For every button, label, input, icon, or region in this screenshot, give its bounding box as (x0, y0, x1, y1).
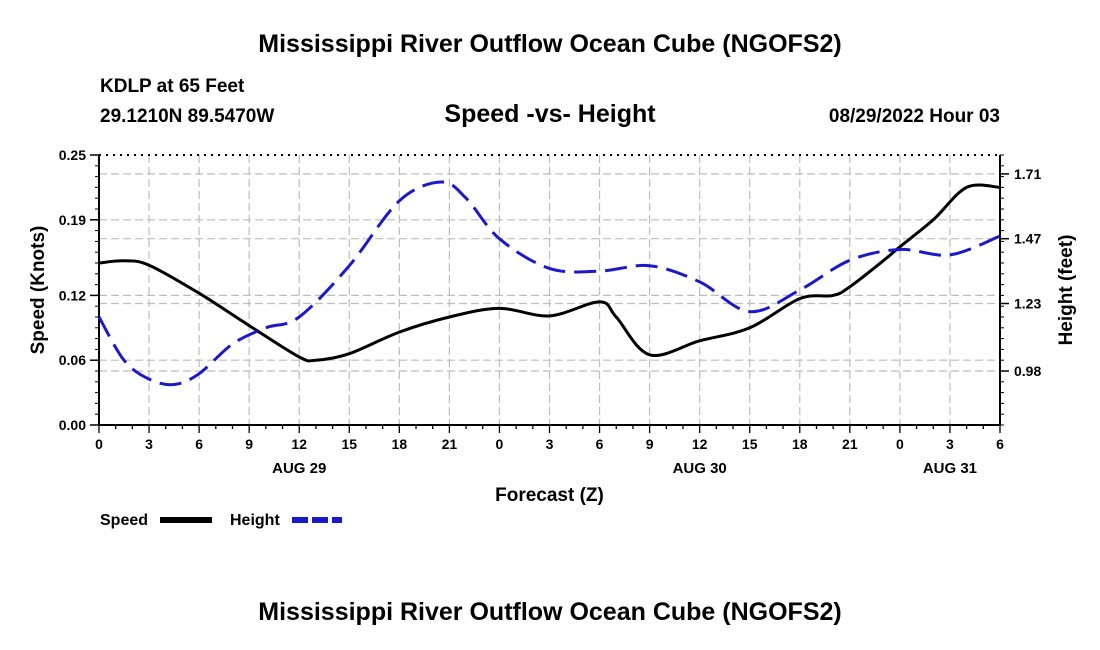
series-line-height (97, 180, 1001, 387)
x-tick-label: 18 (792, 436, 808, 452)
y-tick-label: 0.00 (59, 417, 86, 433)
x-tick-label: 3 (145, 436, 153, 452)
x-tick-label: 0 (496, 436, 504, 452)
x-tick-label: 9 (245, 436, 253, 452)
forecast-datetime: 08/29/2022 Hour 03 (828, 106, 1000, 127)
x-tick-label: 6 (195, 436, 203, 452)
y2-tick-label: 0.98 (1014, 363, 1041, 379)
x-tick-label: 18 (392, 436, 408, 452)
x-tick-label: 3 (546, 436, 554, 452)
footer-title: Mississippi River Outflow Ocean Cube (NG… (258, 598, 842, 626)
station-label: KDLP at 65 Feet (100, 76, 245, 97)
chart-title: Mississippi River Outflow Ocean Cube (NG… (258, 30, 842, 58)
x-tick-label: 0 (95, 436, 103, 452)
x-tick-label: 21 (842, 436, 858, 452)
x-axis-title: Forecast (Z) (495, 485, 604, 506)
x-tick-label: 0 (896, 436, 904, 452)
x-tick-label: 6 (996, 436, 1004, 452)
x-tick-label: 12 (291, 436, 307, 452)
y2-tick-label: 1.23 (1014, 296, 1041, 312)
series-line-speed (98, 183, 1001, 363)
x-tick-label: 3 (946, 436, 954, 452)
x-tick-label: 9 (646, 436, 654, 452)
y-tick-label: 0.06 (59, 352, 86, 368)
x-date-label: AUG 31 (923, 460, 977, 477)
x-date-label: AUG 30 (673, 460, 727, 477)
legend-label-speed: Speed (100, 512, 148, 529)
y-axis-title: Speed (Knots) (28, 226, 49, 355)
legend-label-height: Height (230, 512, 280, 529)
x-date-label: AUG 29 (272, 460, 326, 477)
x-tick-label: 15 (742, 436, 758, 452)
y-tick-label: 0.19 (59, 212, 86, 228)
y2-tick-label: 1.71 (1014, 166, 1041, 182)
x-tick-label: 6 (596, 436, 604, 452)
y-tick-label: 0.12 (59, 287, 86, 303)
y2-tick-label: 1.47 (1014, 231, 1041, 247)
x-tick-label: 21 (442, 436, 458, 452)
x-tick-label: 15 (341, 436, 357, 452)
chart-subtitle: Speed -vs- Height (444, 100, 656, 128)
y2-axis-title: Height (feet) (1056, 235, 1077, 346)
x-tick-label: 12 (692, 436, 708, 452)
y-tick-label: 0.25 (59, 147, 86, 163)
station-coordinates: 29.1210N 89.5470W (100, 106, 275, 127)
